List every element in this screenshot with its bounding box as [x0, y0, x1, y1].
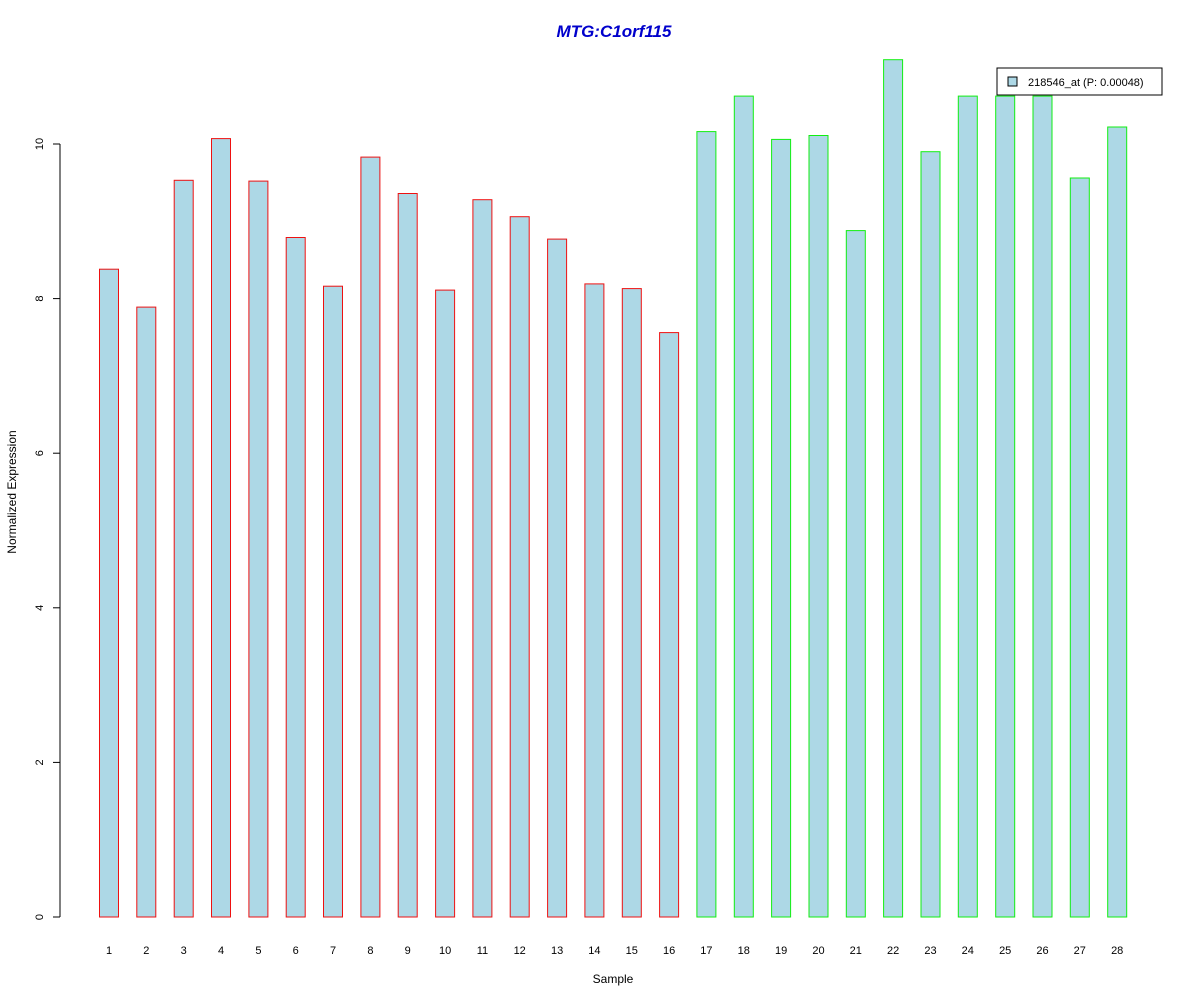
- x-tick-label: 5: [255, 945, 261, 957]
- x-tick-label: 16: [663, 945, 675, 957]
- bar-sample-14: [584, 283, 605, 918]
- bar-sample-15: [621, 288, 642, 918]
- x-tick-label: 11: [477, 945, 488, 957]
- x-tick-label: 19: [775, 945, 787, 957]
- bar-sample-9: [397, 193, 418, 918]
- bar-sample-3: [173, 179, 194, 918]
- bar-sample-23: [920, 151, 941, 918]
- bar-sample-6: [285, 237, 306, 918]
- bar-sample-10: [435, 289, 456, 918]
- y-axis: 0 2 4 6 8 10: [34, 138, 61, 920]
- x-tick-label: 17: [700, 945, 712, 957]
- x-tick-label: 7: [330, 945, 336, 957]
- x-tick-label: 12: [514, 945, 526, 957]
- bar-sample-12: [509, 216, 530, 918]
- bars-group: [99, 59, 1128, 918]
- legend-label: 218546_at (P: 0.00048): [1028, 77, 1144, 89]
- x-tick-label: 22: [887, 945, 899, 957]
- y-tick-label: 6: [34, 450, 46, 456]
- bar-sample-17: [696, 131, 717, 918]
- y-tick-label: 0: [34, 914, 46, 920]
- x-tick-label: 14: [588, 945, 600, 957]
- chart-title: MTG:C1orf115: [557, 22, 672, 41]
- x-tick-label: 13: [551, 945, 563, 957]
- bar-sample-4: [211, 138, 231, 918]
- x-tick-label: 9: [405, 945, 411, 957]
- x-tick-label: 25: [999, 945, 1011, 957]
- x-tick-label: 28: [1111, 945, 1123, 957]
- bar-sample-13: [547, 238, 568, 918]
- bar-sample-1: [99, 268, 119, 918]
- legend: 218546_at (P: 0.00048): [996, 67, 1163, 96]
- x-tick-label: 20: [812, 945, 824, 957]
- bar-sample-5: [248, 180, 269, 918]
- x-tick-label: 24: [962, 945, 974, 957]
- x-tick-label: 21: [850, 945, 862, 957]
- x-axis-label: Sample: [593, 972, 634, 986]
- bar-sample-2: [136, 306, 157, 918]
- x-tick-label: 15: [626, 945, 638, 957]
- bar-sample-24: [957, 95, 978, 918]
- bar-sample-18: [733, 95, 754, 918]
- legend-box: [996, 67, 1163, 96]
- y-tick-label: 8: [34, 296, 46, 302]
- x-tick-label: 4: [218, 945, 224, 957]
- bar-sample-11: [472, 199, 493, 918]
- bar-sample-26: [1032, 95, 1053, 918]
- x-tick-label: 2: [143, 945, 149, 957]
- x-tick-label: 23: [924, 945, 936, 957]
- bar-sample-7: [323, 285, 343, 918]
- bar-sample-27: [1069, 177, 1090, 918]
- legend-swatch: [1007, 76, 1018, 87]
- x-tick-label: 3: [181, 945, 187, 957]
- bar-sample-16: [659, 332, 680, 918]
- x-tick-label: 18: [738, 945, 750, 957]
- bar-sample-19: [771, 138, 792, 918]
- y-tick-label: 2: [34, 759, 46, 765]
- bar-sample-28: [1107, 126, 1128, 918]
- x-tick-label: 1: [106, 945, 112, 957]
- x-tick-label: 6: [293, 945, 299, 957]
- y-axis-label: Normalized Expression: [5, 430, 19, 553]
- bar-sample-21: [845, 230, 866, 918]
- x-tick-label: 27: [1074, 945, 1086, 957]
- y-tick-label: 4: [34, 605, 46, 611]
- x-tick-label: 8: [367, 945, 373, 957]
- x-tick-label: 26: [1036, 945, 1048, 957]
- bar-sample-8: [360, 156, 381, 918]
- bar-sample-25: [995, 95, 1016, 918]
- bar-sample-22: [883, 59, 904, 918]
- y-tick-label: 10: [34, 138, 46, 150]
- x-tick-labels: 1 2 3 4 5 6 7 8 9 10 11 12 13 14 15 16 17 18 19 20 21 22 23 24 2…: [106, 945, 1123, 957]
- x-tick-label: 10: [439, 945, 451, 957]
- bar-sample-20: [808, 135, 829, 918]
